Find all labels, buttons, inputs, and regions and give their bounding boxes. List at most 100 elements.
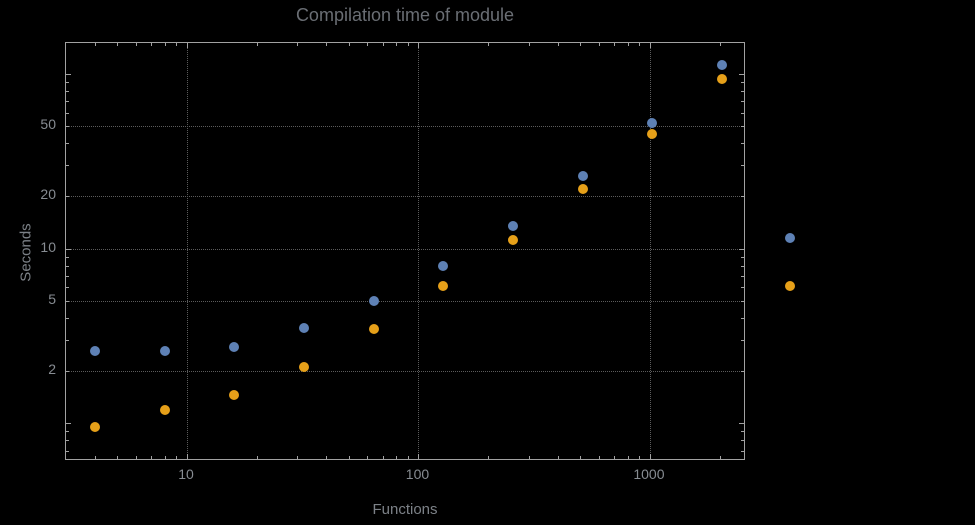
data-point [229, 390, 240, 401]
y-tick-label: 50 [40, 116, 56, 133]
x-tick-mark [382, 456, 384, 459]
y-tick-mark [741, 265, 744, 267]
y-tick-label: 2 [48, 360, 56, 377]
x-tick-mark [407, 456, 409, 459]
y-tick-mark [66, 112, 69, 114]
chart-title: Compilation time of module [295, 5, 515, 25]
data-point [647, 118, 658, 129]
y-tick-mark [741, 370, 744, 372]
x-tick-mark [488, 43, 490, 46]
y-tick-mark [739, 248, 744, 250]
y-tick-mark [741, 90, 744, 92]
x-tick-mark [396, 43, 398, 46]
x-tick-mark [488, 456, 490, 459]
y-tick-mark [66, 126, 69, 128]
x-tick-mark [649, 43, 651, 48]
x-tick-mark [528, 456, 530, 459]
x-tick-mark [598, 456, 600, 459]
x-tick-mark [719, 456, 721, 459]
x-tick-mark [297, 456, 299, 459]
x-tick-mark [164, 456, 166, 459]
y-tick-mark [741, 340, 744, 342]
x-tick-mark [326, 43, 328, 46]
x-tick-mark [326, 456, 328, 459]
x-tick-mark [256, 456, 258, 459]
x-tick-mark [407, 43, 409, 46]
y-tick-mark [741, 287, 744, 289]
gridline-vertical [649, 43, 651, 459]
y-tick-label: 20 [40, 185, 56, 202]
data-point [368, 296, 379, 307]
y-tick-mark [66, 265, 69, 267]
gridline-horizontal [66, 126, 744, 128]
x-tick-mark [297, 43, 299, 46]
x-tick-mark [348, 456, 350, 459]
x-tick-mark [598, 43, 600, 46]
x-tick-mark [396, 456, 398, 459]
legend [785, 233, 809, 303]
gridline-horizontal [66, 301, 744, 303]
x-tick-mark [117, 456, 119, 459]
x-tick-mark [135, 456, 137, 459]
y-tick-mark [741, 112, 744, 114]
x-tick-mark [614, 43, 616, 46]
x-tick-mark [151, 43, 153, 46]
data-point [717, 59, 727, 70]
y-tick-mark [741, 143, 744, 145]
data-point [577, 184, 588, 195]
y-tick-mark [741, 256, 744, 258]
legend-marker-orange [785, 281, 795, 291]
x-tick-mark [639, 43, 641, 46]
x-tick-mark [557, 456, 559, 459]
x-tick-label: 10 [178, 466, 194, 482]
y-tick-mark [66, 165, 69, 167]
y-tick-mark [66, 143, 69, 145]
data-point [507, 220, 518, 231]
y-tick-mark [741, 165, 744, 167]
x-tick-mark [627, 456, 629, 459]
y-tick-mark [741, 450, 744, 452]
x-tick-mark [528, 43, 530, 46]
y-tick-mark [66, 287, 69, 289]
x-tick-mark [187, 454, 189, 459]
x-axis-label: Functions [372, 501, 438, 518]
y-tick-label: 10 [40, 238, 56, 255]
data-point [647, 129, 658, 140]
x-tick-mark [580, 456, 582, 459]
x-tick-mark [418, 43, 420, 48]
y-tick-mark [741, 81, 744, 83]
x-tick-mark [649, 454, 651, 459]
gridline-horizontal [66, 370, 744, 372]
y-tick-mark [741, 318, 744, 320]
x-tick-mark [557, 43, 559, 46]
x-tick-mark [367, 456, 369, 459]
y-tick-mark [66, 81, 69, 83]
x-tick-mark [580, 43, 582, 46]
x-tick-mark [627, 43, 629, 46]
y-tick-mark [66, 275, 69, 277]
y-tick-mark [741, 275, 744, 277]
y-tick-mark [739, 73, 744, 75]
x-tick-mark [418, 454, 420, 459]
plot-area [65, 42, 745, 460]
x-tick-mark [348, 43, 350, 46]
data-point [89, 345, 100, 356]
y-tick-mark [739, 423, 744, 425]
x-tick-label: 1000 [633, 466, 665, 482]
data-point [159, 345, 170, 356]
y-tick-mark [66, 301, 69, 303]
x-tick-label: 100 [405, 466, 430, 482]
y-tick-mark [66, 440, 69, 442]
y-tick-mark [66, 73, 71, 75]
x-tick-mark [94, 43, 96, 46]
data-point [717, 74, 727, 85]
y-tick-mark [741, 301, 744, 303]
x-tick-mark [151, 456, 153, 459]
y-tick-label: 5 [48, 291, 56, 308]
y-tick-mark [66, 248, 71, 250]
x-tick-mark [719, 43, 721, 46]
x-tick-mark [367, 43, 369, 46]
y-tick-mark [741, 100, 744, 102]
gridline-horizontal [66, 195, 744, 197]
